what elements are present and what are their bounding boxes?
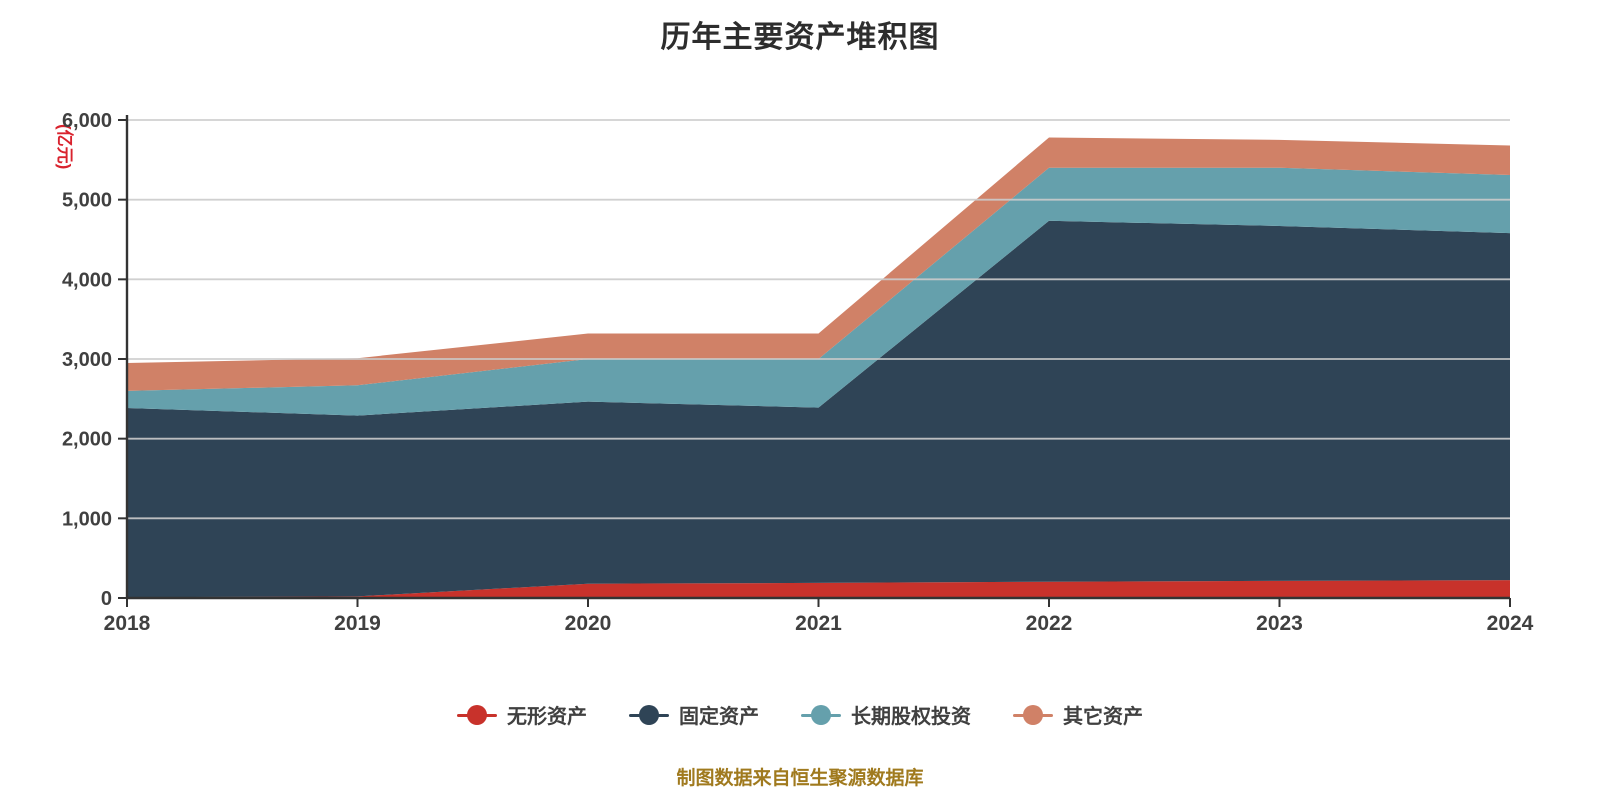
legend: 无形资产 固定资产 长期股权投资 其它资产 (0, 700, 1600, 729)
y-axis-tick-label: 4,000 (62, 269, 112, 291)
x-axis-tick-label: 2022 (1026, 612, 1073, 635)
legend-line-circle-icon (629, 704, 669, 726)
x-axis-tick-label: 2020 (565, 612, 612, 635)
y-axis-tick-label: 2,000 (62, 429, 112, 451)
area-band-1 (127, 220, 1510, 598)
x-axis-tick-label: 2018 (104, 612, 151, 635)
x-axis-tick-label: 2021 (795, 612, 842, 635)
x-axis-tick-label: 2019 (334, 612, 381, 635)
area-band-2 (127, 167, 1510, 416)
area-band-3 (127, 137, 1510, 391)
y-axis-tick-label: 0 (101, 588, 112, 610)
legend-item-0[interactable]: 无形资产 (457, 700, 587, 729)
legend-item-2[interactable]: 长期股权投资 (801, 700, 971, 729)
x-axis-tick-label: 2024 (1487, 612, 1534, 635)
legend-item-3[interactable]: 其它资产 (1013, 700, 1143, 729)
x-axis-tick-label: 2023 (1256, 612, 1303, 635)
legend-label: 固定资产 (679, 706, 759, 728)
legend-line-circle-icon (457, 704, 497, 726)
legend-line-circle-icon (801, 704, 841, 726)
area-band-0 (127, 580, 1510, 598)
y-axis-tick-label: 6,000 (62, 110, 112, 132)
source-caption: 制图数据来自恒生聚源数据库 (676, 768, 924, 789)
legend-line-circle-icon (1013, 704, 1053, 726)
legend-label: 无形资产 (507, 706, 587, 728)
chart-title: 历年主要资产堆积图 (660, 21, 940, 54)
y-axis-tick-label: 1,000 (62, 508, 112, 530)
y-axis-tick-label: 5,000 (62, 190, 112, 212)
y-axis-tick-label: 3,000 (62, 349, 112, 371)
legend-item-1[interactable]: 固定资产 (629, 700, 759, 729)
legend-label: 长期股权投资 (851, 706, 971, 728)
legend-label: 其它资产 (1063, 706, 1143, 728)
